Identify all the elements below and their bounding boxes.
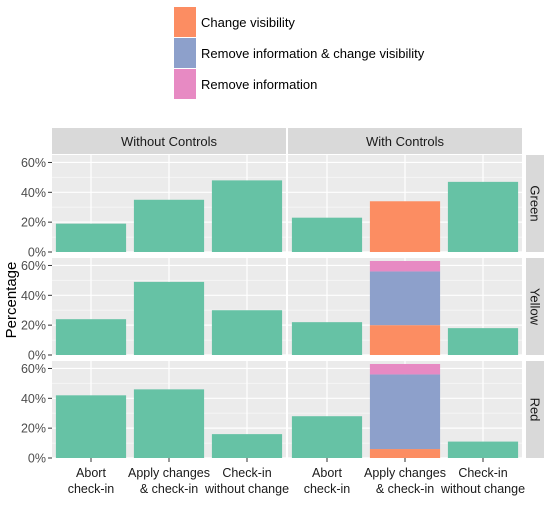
bar-with-controls-yellow-check-in-without-change [447, 328, 519, 355]
x-tick-label: & check-in [376, 482, 434, 496]
bar-without-controls-green-abort-check-in [55, 223, 127, 252]
x-tick-label: Check-in [222, 466, 271, 480]
bar-with-controls-red-check-in-without-change [447, 441, 519, 458]
bar-without-controls-red-abort-check-in [55, 395, 127, 458]
y-tick-label: 20% [21, 422, 46, 436]
legend-key-change-visibility [174, 7, 196, 37]
facet-strip-green [526, 155, 544, 252]
x-tick-label: check-in [304, 482, 351, 496]
y-axis-label: Percentage [3, 262, 20, 339]
bar-with-controls-yellow-apply-changes-check-in-remove-information [369, 260, 441, 272]
bar-with-controls-green-check-in-without-change [447, 181, 519, 252]
legend-label-change-visibility: Change visibility [201, 15, 295, 30]
bar-without-controls-red-check-in-without-change [211, 434, 283, 458]
legend-label-remove-information: Remove information [201, 77, 317, 92]
facet-label-red: Red [528, 398, 543, 422]
bar-with-controls-yellow-abort-check-in [291, 322, 363, 355]
bar-with-controls-green-abort-check-in [291, 217, 363, 252]
bar-without-controls-yellow-abort-check-in [55, 319, 127, 355]
y-tick-label: 60% [21, 362, 46, 376]
bar-with-controls-yellow-apply-changes-check-in-remove-information-change-visibility [369, 271, 441, 326]
chart-legend: Change visibility Remove information & ch… [174, 7, 425, 99]
bar-with-controls-red-apply-changes-check-in-remove-information [369, 363, 441, 375]
x-tick-label: Abort [76, 466, 106, 480]
y-tick-label: 0% [28, 246, 46, 260]
x-tick-label: Apply changes [128, 466, 210, 480]
x-tick-label: Abort [312, 466, 342, 480]
legend-key-remove-information-change-visibility [174, 38, 196, 68]
bar-without-controls-green-apply-changes-check-in [133, 199, 205, 252]
bar-with-controls-green-apply-changes-check-in-change-visibility [369, 201, 441, 252]
y-tick-label: 20% [21, 319, 46, 333]
y-tick-label: 0% [28, 452, 46, 466]
y-tick-label: 20% [21, 216, 46, 230]
bar-without-controls-yellow-apply-changes-check-in [133, 281, 205, 355]
bar-with-controls-yellow-apply-changes-check-in-change-visibility [369, 325, 441, 355]
bar-without-controls-green-check-in-without-change [211, 180, 283, 252]
bar-without-controls-red-apply-changes-check-in [133, 389, 205, 458]
facet-label-green: Green [528, 185, 543, 221]
y-tick-label: 0% [28, 349, 46, 363]
x-tick-label: & check-in [140, 482, 198, 496]
y-tick-label: 40% [21, 186, 46, 200]
bar-with-controls-red-apply-changes-check-in-remove-information-change-visibility [369, 374, 441, 450]
legend-key-remove-information [174, 69, 196, 99]
facet-strip-without-controls [52, 128, 286, 154]
x-tick-label: without change [440, 482, 525, 496]
facet-strip-yellow [526, 258, 544, 355]
facet-strip-with-controls [288, 128, 522, 154]
facet-label-yellow: Yellow [528, 288, 543, 326]
chart-panels: Without Controls With Controls Green Yellow… [21, 128, 544, 496]
x-tick-label: without change [204, 482, 289, 496]
y-tick-label: 60% [21, 259, 46, 273]
bar-with-controls-red-abort-check-in [291, 416, 363, 458]
legend-label-remove-information-change-visibility: Remove information & change visibility [201, 46, 425, 61]
facet-label-without-controls: Without Controls [121, 134, 218, 149]
x-tick-label: Check-in [458, 466, 507, 480]
x-tick-label: check-in [68, 482, 115, 496]
y-tick-label: 60% [21, 156, 46, 170]
y-tick-label: 40% [21, 392, 46, 406]
x-tick-label: Apply changes [364, 466, 446, 480]
bar-with-controls-red-apply-changes-check-in-change-visibility [369, 449, 441, 458]
y-tick-label: 40% [21, 289, 46, 303]
facet-label-with-controls: With Controls [366, 134, 445, 149]
bar-without-controls-yellow-check-in-without-change [211, 310, 283, 355]
facet-strip-red [526, 361, 544, 458]
